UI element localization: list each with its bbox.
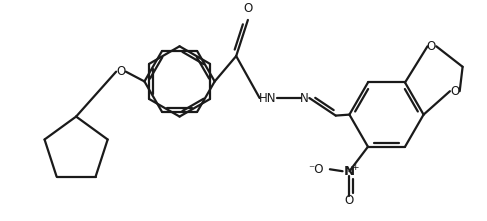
Text: O: O xyxy=(244,2,253,15)
Text: N: N xyxy=(344,165,355,178)
Text: HN: HN xyxy=(259,91,276,105)
Text: ⁻O: ⁻O xyxy=(309,163,324,176)
Text: O: O xyxy=(345,194,354,207)
Text: +: + xyxy=(352,163,359,172)
Text: N: N xyxy=(300,91,309,105)
Text: O: O xyxy=(427,40,436,53)
Text: O: O xyxy=(116,65,126,78)
Text: O: O xyxy=(450,85,459,98)
